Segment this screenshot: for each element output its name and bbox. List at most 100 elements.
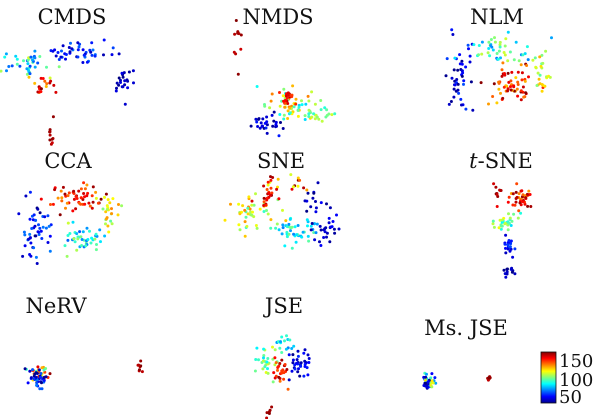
point-nlm-134 (506, 71, 510, 75)
point-nmds-123 (294, 102, 298, 106)
point-cmds-94 (117, 76, 121, 80)
point-nmds-14 (286, 109, 290, 113)
point-cca-32 (47, 224, 51, 228)
point-jse-56 (305, 366, 309, 370)
point-nlm-46 (480, 40, 484, 44)
point-nmds-30 (268, 106, 272, 110)
point-cmds-101 (121, 75, 125, 79)
point-sne-48 (262, 196, 266, 200)
point-t-sne-41 (494, 185, 498, 189)
point-nlm-65 (486, 51, 490, 55)
point-cca-43 (48, 234, 52, 238)
point-sne-91 (285, 225, 289, 229)
point-nlm-97 (507, 80, 511, 84)
point-jse-78 (280, 358, 284, 362)
point-sne-38 (250, 203, 254, 207)
point-jse-62 (287, 378, 291, 382)
point-nerv-67 (138, 368, 141, 372)
point-t-sne-91 (504, 233, 508, 237)
point-cmds-128 (48, 128, 52, 132)
point-cca-85 (61, 185, 65, 189)
point-jse-89 (273, 376, 277, 380)
point-cca-36 (28, 217, 32, 221)
point-nlm-61 (491, 48, 495, 52)
point-cca-77 (83, 187, 87, 191)
panel-title-cca: CCA (44, 149, 92, 173)
point-cmds-34 (0, 69, 3, 73)
point-nlm-143 (509, 79, 513, 83)
point-sne-43 (246, 206, 250, 210)
point-cca-1 (37, 223, 40, 227)
point-cca-164 (110, 207, 113, 211)
point-nmds-73 (258, 126, 262, 130)
point-nmds-32 (282, 87, 286, 91)
point-nmds-86 (313, 102, 317, 106)
point-cca-66 (82, 181, 86, 185)
point-nmds-4 (300, 99, 303, 103)
point-cca-35 (32, 213, 36, 217)
point-nlm-165 (544, 49, 548, 53)
point-cmds-22 (27, 56, 31, 60)
point-t-sne-97 (508, 249, 512, 253)
point-nerv-53 (23, 367, 27, 371)
point-cmds-19 (26, 58, 30, 62)
point-sne-114 (337, 227, 341, 231)
point-nmds-78 (257, 117, 261, 121)
point-sne-93 (300, 235, 304, 239)
point-nmds-63 (271, 124, 275, 128)
point-nmds-130 (236, 72, 240, 76)
point-cca-122 (89, 241, 93, 245)
point-nlm-155 (531, 58, 535, 62)
point-nlm-50 (477, 53, 480, 57)
point-jse-8 (255, 346, 259, 350)
point-nlm-126 (520, 78, 524, 82)
point-sne-97 (314, 231, 318, 235)
point-nlm-83 (496, 57, 500, 61)
point-t-sne-92 (507, 239, 511, 242)
point-nmds-72 (265, 115, 269, 119)
point-jse-50 (291, 361, 295, 365)
point-nlm-159 (540, 89, 544, 93)
point-nlm-100 (514, 76, 518, 80)
point-nmds-1 (278, 113, 282, 116)
point-nlm-18 (451, 33, 455, 36)
point-cmds-38 (31, 58, 34, 62)
point-nmds-124 (286, 93, 290, 97)
point-nerv-63 (35, 381, 39, 385)
point-cmds-97 (127, 70, 131, 74)
point-nmds-85 (297, 105, 301, 109)
point-sne-144 (271, 176, 275, 179)
point-cmds-31 (26, 62, 30, 66)
point-sne-139 (266, 180, 270, 184)
point-cmds-57 (53, 48, 57, 52)
point-cca-56 (90, 194, 94, 198)
point-nlm-44 (449, 100, 453, 103)
point-nlm-6 (457, 91, 461, 95)
point-sne-9 (262, 210, 266, 213)
point-nlm-72 (523, 52, 527, 56)
panel-points-ms-jse (422, 371, 492, 390)
point-cca-111 (68, 232, 72, 235)
point-t-sne-17 (495, 205, 499, 208)
point-cca-5 (36, 207, 40, 211)
point-sne-168 (319, 201, 323, 205)
point-jse-36 (296, 370, 300, 374)
point-cca-10 (32, 246, 36, 250)
point-sne-57 (264, 203, 268, 207)
point-jse-102 (292, 344, 296, 348)
point-cca-117 (71, 220, 75, 224)
point-jse-47 (303, 362, 307, 366)
point-jse-86 (272, 371, 276, 375)
point-sne-29 (258, 207, 262, 211)
point-cmds-69 (90, 53, 94, 57)
point-cmds-106 (117, 83, 121, 87)
point-sne-63 (277, 197, 281, 201)
point-cca-23 (46, 214, 50, 218)
point-jse-25 (263, 365, 267, 369)
point-cca-78 (71, 209, 75, 213)
point-nlm-105 (479, 81, 483, 85)
point-jse-95 (288, 338, 292, 342)
point-ms-jse-43 (423, 381, 427, 385)
point-nlm-107 (516, 70, 520, 74)
point-t-sne-58 (512, 212, 516, 216)
